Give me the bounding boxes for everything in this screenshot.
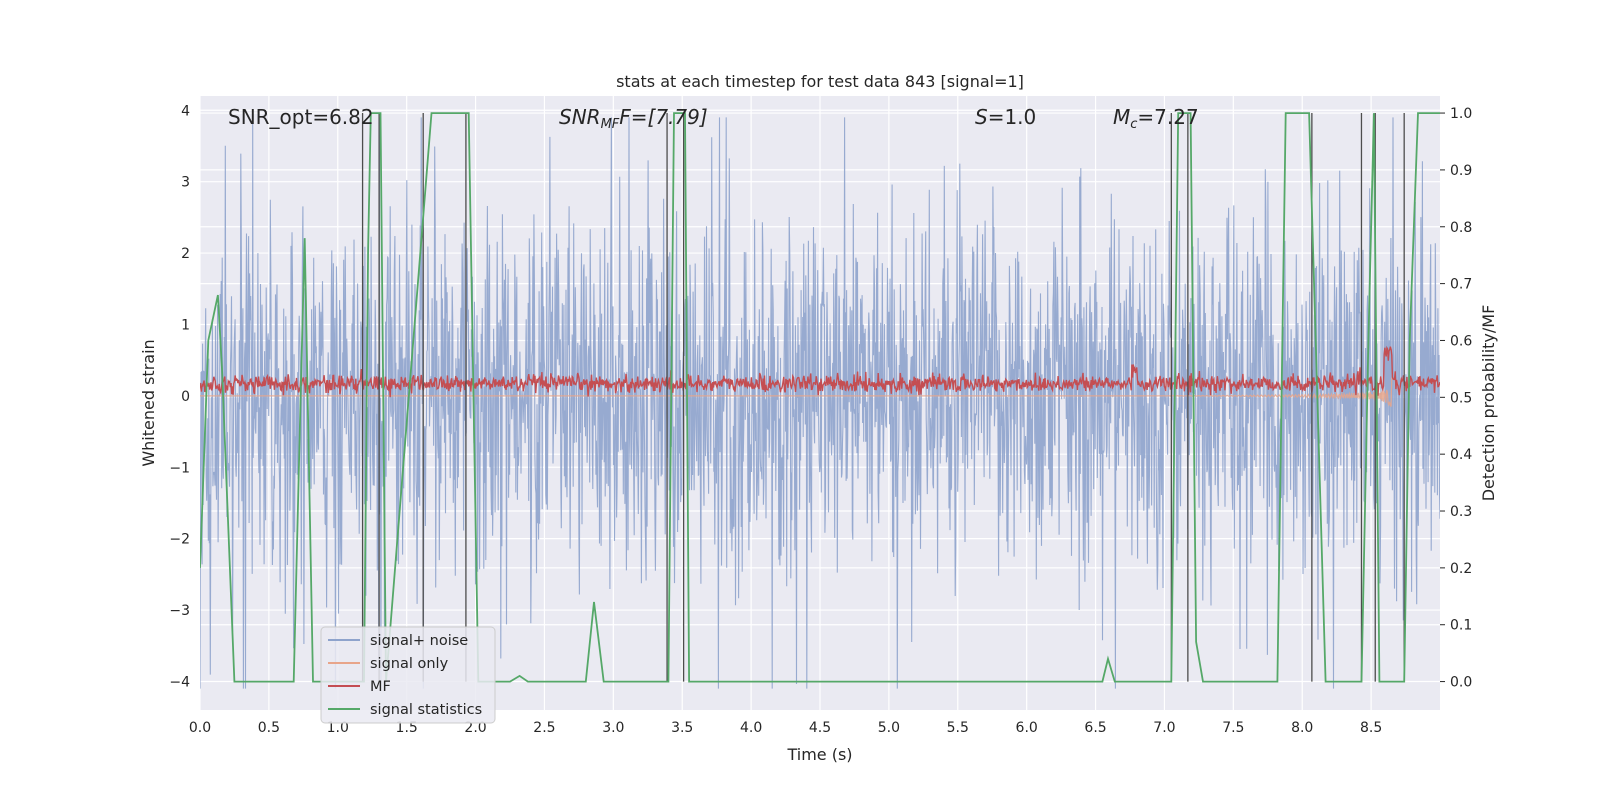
- y2-tick-label: 0.5: [1450, 390, 1472, 406]
- y2-tick-label: 0.8: [1450, 220, 1472, 236]
- legend: signal+ noise signal only MF signal stat…: [320, 626, 496, 724]
- snr-mf-sub: MF: [601, 117, 620, 132]
- x-tick-label: 7.0: [1153, 720, 1175, 736]
- series-signal-noise: [200, 117, 1440, 689]
- legend-label-stats: signal statistics: [370, 702, 482, 718]
- x-axis-label: Time (s): [786, 745, 852, 764]
- snr-mf-annotation: SNRMFF=[7.79]: [559, 105, 708, 132]
- mc-annotation: Mc=7.27: [1113, 105, 1199, 132]
- x-tick-label: 0.0: [189, 720, 211, 736]
- y2-tick-label: 0.7: [1450, 277, 1472, 293]
- x-tick-label: 5.5: [947, 720, 969, 736]
- y2-tick-label: 1.0: [1450, 106, 1472, 122]
- legend-box: [320, 626, 496, 724]
- y2-tick-label: 0.6: [1450, 333, 1472, 349]
- y-axis-label: Whitened strain: [139, 339, 158, 466]
- tick-labels: 0.0 0.5 1.0 1.5 2.0 2.5 3.0 3.5 4.0 4.5 5.0 5.5 6.0 6…: [169, 103, 1472, 736]
- y2-tick-label: 0.4: [1450, 447, 1472, 463]
- x-tick-label: 1.5: [396, 720, 418, 736]
- x-tick-label: 7.5: [1222, 720, 1244, 736]
- y2-tick-label: 0.3: [1450, 504, 1472, 520]
- legend-label-signal: signal only: [370, 656, 449, 672]
- y2-tick-label: 0.2: [1450, 561, 1472, 577]
- x-tick-label: 6.0: [1016, 720, 1038, 736]
- y-tick-label: 0: [181, 389, 190, 405]
- legend-label-mf: MF: [370, 679, 391, 695]
- y-tick-label: −1: [169, 460, 190, 476]
- y-tick-label: 1: [181, 317, 190, 333]
- x-tick-label: 3.0: [602, 720, 624, 736]
- x-tick-label: 8.5: [1360, 720, 1382, 736]
- legend-label-noise: signal+ noise: [370, 633, 468, 649]
- y-tick-label: −4: [169, 674, 190, 690]
- x-tick-label: 5.0: [878, 720, 900, 736]
- mc-sub: c: [1130, 117, 1137, 132]
- mc-rest: =7.27: [1137, 105, 1198, 129]
- y-tick-label: −3: [169, 603, 190, 619]
- x-tick-label: 4.5: [809, 720, 831, 736]
- x-tick-label: 1.0: [327, 720, 349, 736]
- snr-opt-annotation: SNR_opt=6.82: [228, 105, 374, 129]
- mc-main: M: [1113, 105, 1130, 129]
- snr-mf-main: SNR: [559, 105, 601, 129]
- x-tick-label: 4.0: [740, 720, 762, 736]
- x-tick-label: 0.5: [258, 720, 280, 736]
- snr-mf-rest: F=[7.79]: [619, 105, 707, 129]
- y2-tick-label: 0.9: [1450, 163, 1472, 179]
- series-mf: [200, 345, 1440, 398]
- y2-tick-label: 0.0: [1450, 675, 1472, 691]
- chart-title: stats at each timestep for test data 843…: [616, 72, 1024, 91]
- y-tick-label: 3: [181, 175, 190, 191]
- y2-tick-label: 0.1: [1450, 618, 1472, 634]
- x-tick-label: 3.5: [671, 720, 693, 736]
- y2-axis-label: Detection probability/MF: [1479, 305, 1498, 502]
- annotations: SNR_opt=6.82 SNRMFF=[7.79] S=1.0 Mc=7.27: [228, 105, 1199, 132]
- series-signal-statistics: [200, 112, 1440, 683]
- y-tick-label: −2: [169, 532, 190, 548]
- x-tick-label: 6.5: [1084, 720, 1106, 736]
- x-tick-label: 8.0: [1291, 720, 1313, 736]
- y-tick-label: 2: [181, 246, 190, 262]
- s-rest: =1.0: [988, 105, 1037, 129]
- x-tick-label: 2.5: [533, 720, 555, 736]
- series-layer: [200, 112, 1440, 689]
- s-annotation: S=1.0: [975, 105, 1036, 129]
- x-tick-label: 2.0: [464, 720, 486, 736]
- y-tick-label: 4: [181, 103, 190, 119]
- s-main: S: [975, 105, 988, 129]
